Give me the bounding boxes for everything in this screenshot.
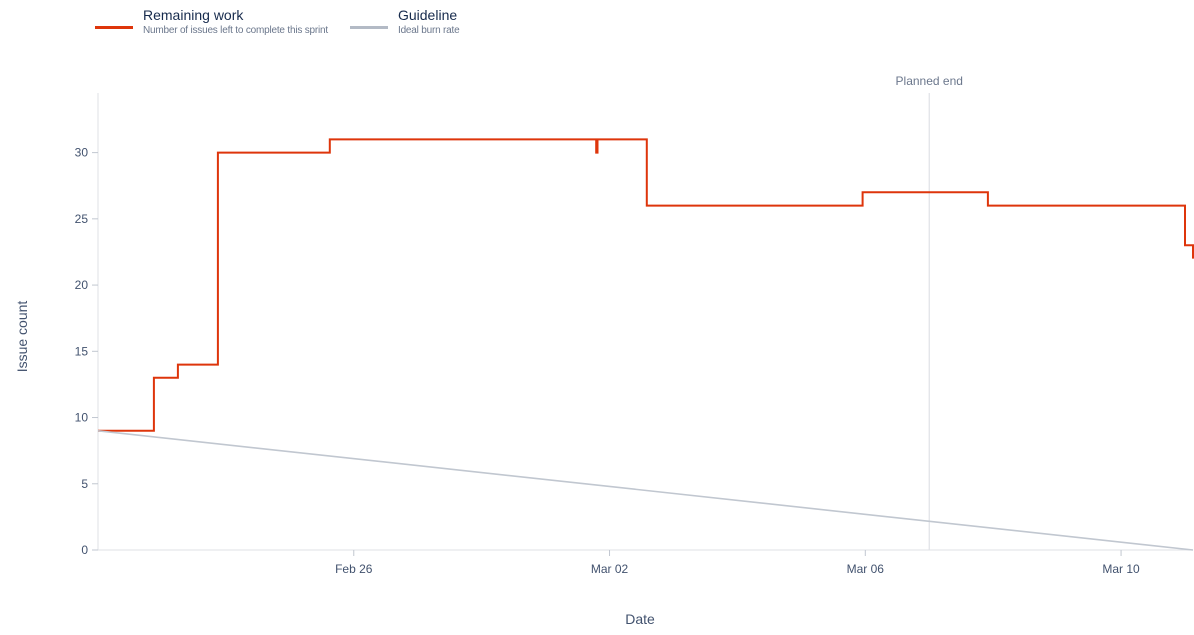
legend-swatch-remaining-work [95,26,133,29]
legend-desc-guideline: Ideal burn rate [397,25,460,36]
y-tick-label-30: 30 [75,146,89,160]
planned-end-label: Planned end [896,74,963,88]
legend-title-guideline: Guideline [397,7,458,23]
y-tick-label-15: 15 [75,344,89,358]
x-tick-label-feb-26: Feb 26 [335,562,373,576]
x-axis-title: Date [625,611,655,627]
x-tick-label-mar-06: Mar 06 [847,562,885,576]
legend-item-remaining-work[interactable]: Remaining work Number of issues left to … [95,6,328,38]
x-tick-label-mar-02: Mar 02 [591,562,629,576]
series-line-remaining-work [98,138,1194,432]
series-line-guideline [97,430,1194,551]
legend-desc-remaining-work: Number of issues left to complete this s… [143,25,328,36]
legend-title-remaining-work: Remaining work [143,7,244,23]
y-tick-label-5: 5 [81,477,88,491]
y-tick-label-20: 20 [75,278,89,292]
y-tick-label-10: 10 [75,411,89,425]
legend-item-guideline[interactable]: Guideline Ideal burn rate [349,6,460,38]
y-axis-title: Issue count [14,301,30,373]
y-tick-label-25: 25 [75,212,89,226]
legend-swatch-guideline [349,26,388,29]
x-tick-label-mar-10: Mar 10 [1102,562,1140,576]
chart-legend: Remaining work Number of issues left to … [95,6,460,38]
y-tick-label-0: 0 [81,543,88,557]
